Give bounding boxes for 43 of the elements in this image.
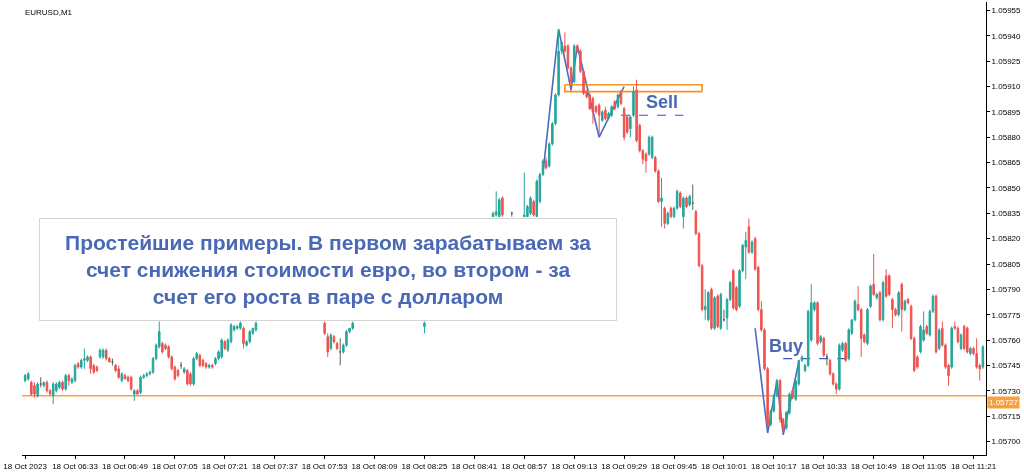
- x-tick-label: 18 Oct 10:49: [850, 461, 898, 471]
- x-tick-label: 18 Oct 06:33: [52, 461, 99, 471]
- annotation: Простейшие примеры. В первом зарабатываем за счет снижения стоимости евро, во втором - за счет его роста в паре с долларом: [65, 230, 592, 309]
- y-tick-label: 1.05820: [991, 234, 1022, 244]
- y-tick-label: 1.05850: [991, 183, 1022, 193]
- x-tick-label: 18 Oct 07:05: [151, 461, 199, 471]
- text: EURUSD,M1: [24, 8, 73, 18]
- y-tick-label: 1.05715: [991, 411, 1022, 421]
- x-tick-label: 18 Oct 11:21: [950, 461, 997, 471]
- x-tick-label: 18 Oct 09:29: [601, 461, 648, 471]
- y-tick-label: 1.05745: [991, 361, 1022, 371]
- y-tick-label: 1.05805: [991, 259, 1022, 269]
- y-tick-label: 1.05700: [991, 437, 1022, 447]
- x-tick-label: 18 Oct 08:41: [451, 461, 498, 471]
- annotation: Sell: [646, 92, 679, 112]
- y-tick-label: 1.05940: [991, 31, 1022, 41]
- y-tick-label: 1.05730: [991, 386, 1022, 396]
- x-tick-label: 18 Oct 06:49: [102, 461, 149, 471]
- x-tick-label: 18 Oct 07:21: [201, 461, 249, 471]
- x-tick-label: 18 Oct 07:53: [301, 461, 349, 471]
- ref-line-label: 1.05727: [989, 398, 1019, 407]
- annotation: Buy: [769, 336, 804, 356]
- y-tick-label: 1.05955: [991, 6, 1022, 16]
- x-tick-label: 18 Oct 09:45: [651, 461, 698, 471]
- x-tick-label: 18 Oct 10:33: [800, 461, 848, 471]
- x-tick-label: 18 Oct 07:37: [251, 461, 299, 471]
- y-tick-label: 1.05910: [991, 82, 1022, 92]
- y-tick-label: 1.05790: [991, 285, 1022, 295]
- y-tick-label: 1.05880: [991, 133, 1022, 143]
- y-tick-label: 1.05835: [991, 209, 1022, 219]
- y-tick-label: 1.05775: [991, 310, 1022, 320]
- y-tick-label: 1.05760: [991, 335, 1022, 345]
- x-tick-label: 18 Oct 10:01: [701, 461, 748, 471]
- x-tick-label: 18 Oct 10:17: [750, 461, 798, 471]
- x-tick-label: 18 Oct 08:25: [401, 461, 448, 471]
- y-tick-label: 1.05925: [991, 56, 1022, 66]
- x-tick-label: 18 Oct 08:57: [501, 461, 548, 471]
- y-tick-label: 1.05895: [991, 107, 1022, 117]
- x-tick-label: 18 Oct 09:13: [551, 461, 598, 471]
- y-tick-label: 1.05865: [991, 158, 1022, 168]
- x-tick-label: 18 Oct 11:05: [901, 461, 947, 471]
- x-tick-label: 18 Oct 2023: [3, 461, 48, 471]
- x-tick-label: 18 Oct 08:09: [351, 461, 398, 471]
